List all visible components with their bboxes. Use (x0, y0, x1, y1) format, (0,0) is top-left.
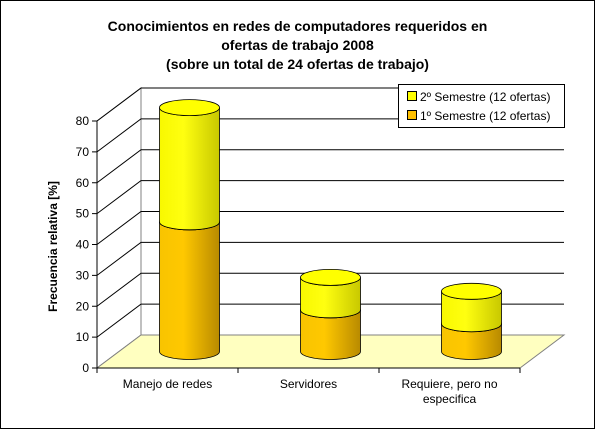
y-tick-label: 70 (76, 145, 90, 159)
chart-legend: 2º Semestre (12 ofertas) 1º Semestre (12… (398, 84, 565, 128)
gridline (96, 272, 564, 307)
y-tick-label: 80 (76, 114, 90, 128)
chart-title-line-3: (sobre un total de 24 ofertas de trabajo… (166, 56, 429, 72)
y-axis-label: Frecuencia relativa [%] (46, 181, 60, 312)
bar-top (159, 99, 220, 116)
x-tick-label: Requiere, pero no especifica (401, 377, 497, 406)
gridline (96, 303, 564, 338)
x-tick-label-line: Manejo de redes (123, 377, 212, 391)
gridline (96, 149, 564, 184)
x-tick-label: Servidores (280, 377, 337, 391)
gridline (96, 211, 564, 245)
legend-swatch-series-1 (407, 109, 417, 120)
y-tick-label: 40 (76, 238, 90, 252)
y-tick-label: 60 (76, 176, 90, 190)
y-tick-label: 30 (76, 268, 90, 282)
chart-title-line-1: Conocimientos en redes de computadores r… (107, 18, 488, 34)
chart-title: Conocimientos en redes de computadores r… (1, 17, 594, 74)
x-tick-label-line: Servidores (280, 377, 337, 391)
y-tick-label: 0 (82, 361, 89, 375)
x-tick-label-line: Requiere, pero no (401, 377, 497, 391)
bar-2-3 (441, 282, 502, 333)
bar-2-1 (159, 99, 220, 231)
legend-item-series-1: 1º Semestre (12 ofertas) (407, 108, 550, 126)
legend-item-series-2: 2º Semestre (12 ofertas) (407, 89, 550, 107)
gridline (96, 180, 564, 215)
bar-top (300, 268, 361, 286)
gridline (96, 241, 564, 276)
bar-2-2 (300, 268, 361, 319)
legend-swatch-series-2 (407, 90, 417, 101)
x-tick-label: Manejo de redes (123, 377, 212, 391)
chart-title-line-2: ofertas de trabajo 2008 (221, 37, 374, 53)
legend-label-series-2: 2º Semestre (12 ofertas) (420, 89, 551, 104)
bar-1-1 (159, 213, 220, 360)
y-tick-label: 10 (76, 330, 90, 344)
bar-body (159, 107, 220, 231)
x-tick-label-line: especifica (423, 392, 477, 406)
bar-body (159, 221, 220, 360)
y-tick-label: 50 (76, 207, 90, 221)
bar-top (441, 282, 502, 300)
y-tick-label: 20 (76, 299, 90, 313)
legend-label-series-1: 1º Semestre (12 ofertas) (420, 108, 551, 123)
